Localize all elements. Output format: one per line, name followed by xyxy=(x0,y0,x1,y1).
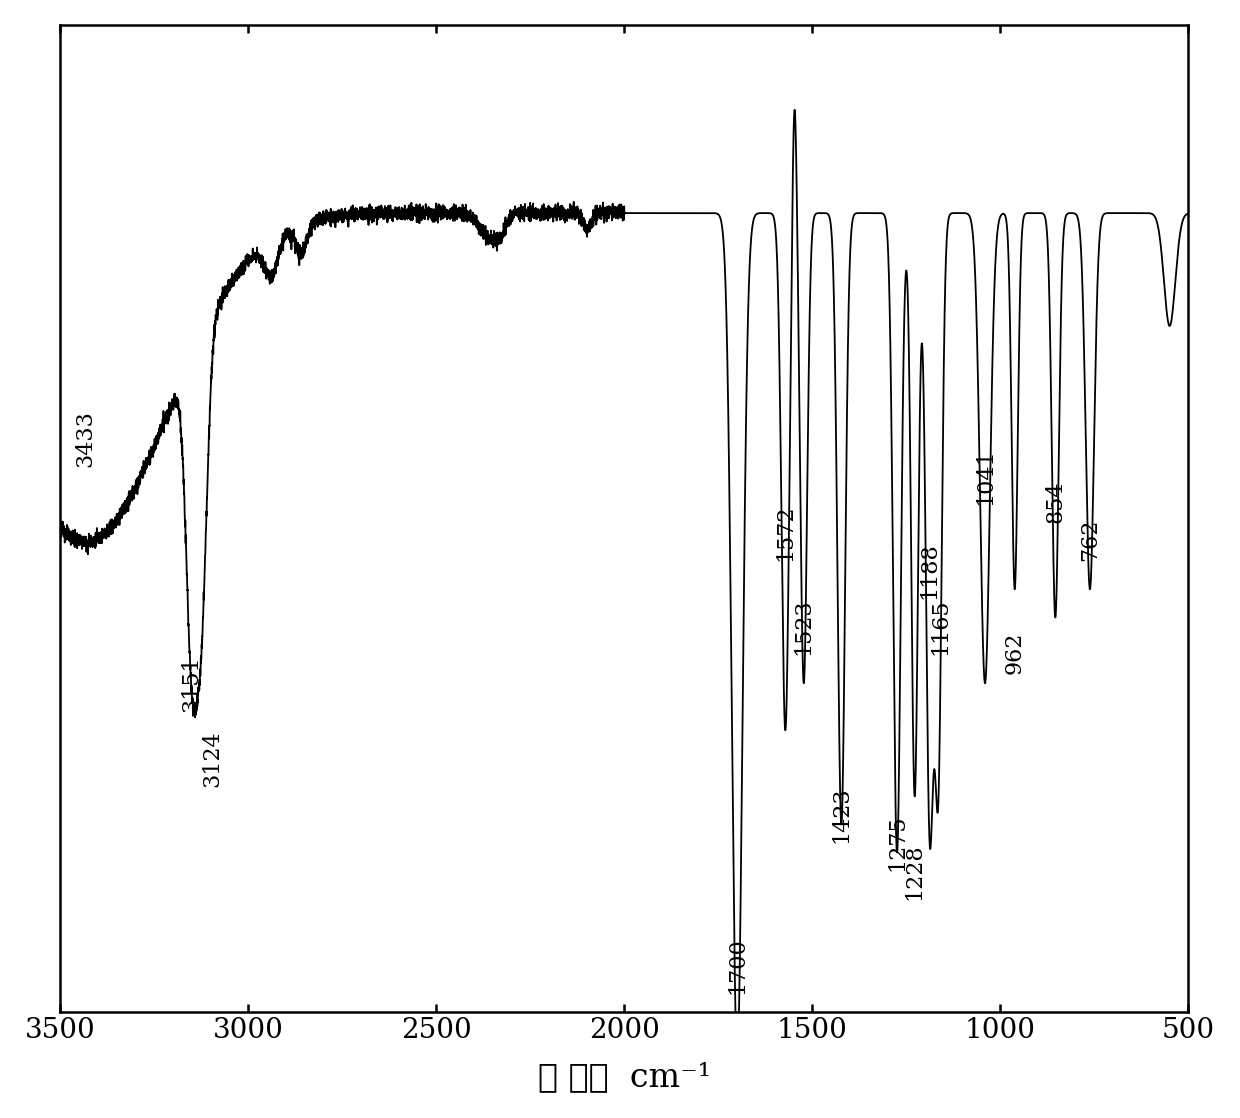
Text: 1188: 1188 xyxy=(919,542,941,598)
Text: 3124: 3124 xyxy=(202,730,223,787)
Text: 1275: 1275 xyxy=(887,815,908,871)
Text: 3151: 3151 xyxy=(181,655,202,711)
Text: 1700: 1700 xyxy=(727,937,748,994)
Text: 3433: 3433 xyxy=(74,410,97,467)
X-axis label: 波 长，  cm⁻¹: 波 长， cm⁻¹ xyxy=(538,1061,711,1093)
Text: 1572: 1572 xyxy=(774,504,796,561)
Text: 854: 854 xyxy=(1044,481,1066,523)
Text: 962: 962 xyxy=(1003,632,1025,674)
Text: 762: 762 xyxy=(1079,519,1101,561)
Text: 1228: 1228 xyxy=(904,843,926,900)
Text: 1423: 1423 xyxy=(831,787,852,843)
Text: 1041: 1041 xyxy=(973,448,996,504)
Text: 1523: 1523 xyxy=(792,598,815,655)
Text: 1165: 1165 xyxy=(929,598,951,655)
